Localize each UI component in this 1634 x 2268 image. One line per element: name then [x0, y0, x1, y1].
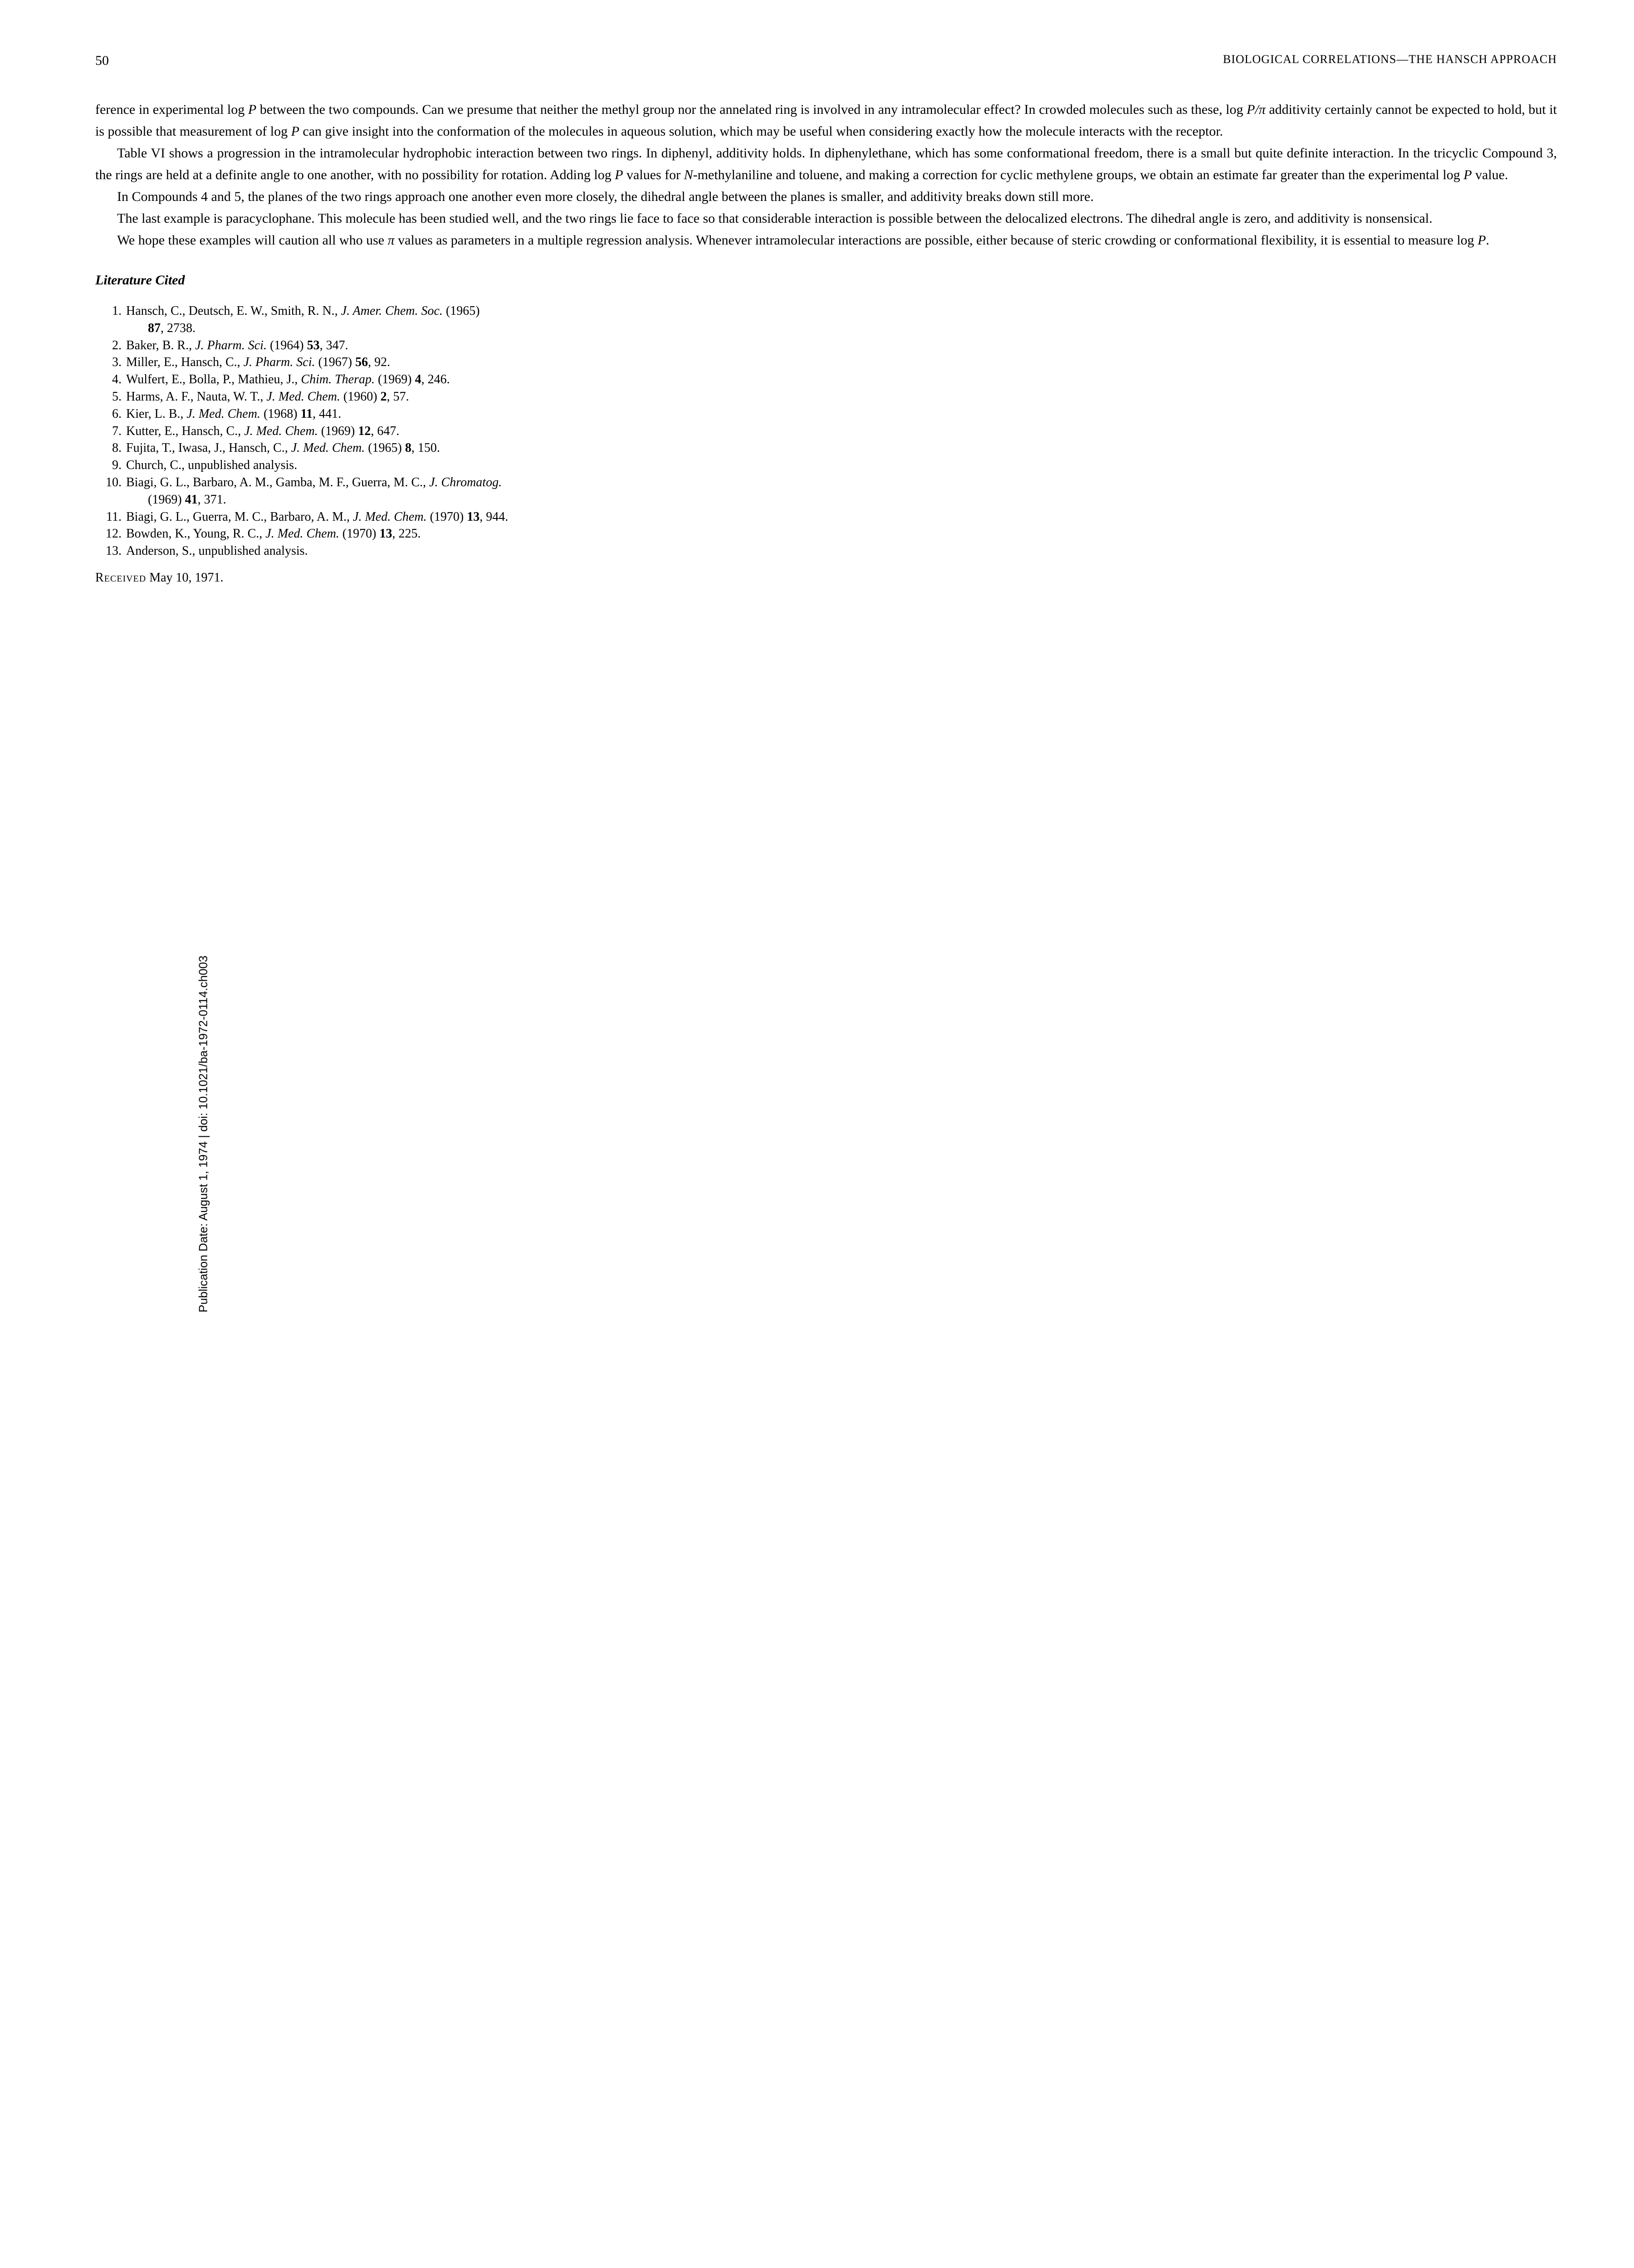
ref-text: , 150. — [411, 441, 440, 455]
ref-text: (1965) — [443, 304, 480, 318]
ref-text: (1969) — [375, 372, 415, 386]
ref-journal: Chim. Therap. — [301, 372, 375, 386]
ref-text: , 944. — [479, 510, 508, 524]
ref-text: Fujita, T., Iwasa, J., Hansch, C., — [126, 441, 291, 455]
page-number: 50 — [95, 50, 109, 72]
ref-vol: 53 — [307, 338, 320, 352]
ref-text: Hansch, C., Deutsch, E. W., Smith, R. N.… — [126, 304, 341, 318]
publication-sidebar: Publication Date: August 1, 1974 | doi: … — [194, 956, 213, 1313]
paragraph-text: values for — [623, 167, 684, 182]
paragraph-text: values as parameters in a multiple regre… — [395, 233, 1478, 248]
ref-vol: 4 — [415, 372, 421, 386]
ref-journal: J. Med. Chem. — [266, 390, 340, 404]
reference-item: Biagi, G. L., Barbaro, A. M., Gamba, M. … — [95, 474, 1557, 508]
ref-vol: 13 — [467, 510, 479, 524]
received-label: Received — [95, 571, 146, 585]
body-paragraph: In Compounds 4 and 5, the planes of the … — [95, 186, 1557, 208]
symbol-p: P — [1477, 233, 1486, 248]
ref-text: , 371. — [198, 493, 226, 507]
ref-vol: 13 — [379, 527, 392, 541]
reference-item: Church, C., unpublished analysis. — [95, 457, 1557, 474]
symbol-p: P — [291, 124, 299, 139]
symbol-p: P — [615, 167, 623, 182]
ref-text: , 441. — [313, 407, 341, 421]
paragraph-text: -methylaniline and toluene, and making a… — [693, 167, 1464, 182]
ref-text: (1965) — [365, 441, 405, 455]
ref-text: , 57. — [387, 390, 409, 404]
reference-item: Anderson, S., unpublished analysis. — [95, 543, 1557, 560]
ref-vol: 2 — [381, 390, 387, 404]
ref-text: (1969) — [318, 424, 358, 438]
ref-text: (1967) — [315, 355, 355, 369]
ref-journal: J. Chromatog. — [429, 475, 502, 489]
paragraph-text: can give insight into the conformation o… — [299, 124, 1223, 139]
ref-journal: J. Pharm. Sci. — [195, 338, 267, 352]
paragraph-text: ference in experimental log — [95, 102, 248, 117]
page-header: 50 BIOLOGICAL CORRELATIONS—THE HANSCH AP… — [95, 50, 1557, 72]
reference-item: Kier, L. B., J. Med. Chem. (1968) 11, 44… — [95, 406, 1557, 423]
reference-item: Harms, A. F., Nauta, W. T., J. Med. Chem… — [95, 388, 1557, 406]
reference-item: Kutter, E., Hansch, C., J. Med. Chem. (1… — [95, 423, 1557, 440]
ref-text: (1969) — [148, 493, 185, 507]
reference-item: Bowden, K., Young, R. C., J. Med. Chem. … — [95, 525, 1557, 543]
ref-vol: 56 — [355, 355, 368, 369]
ref-text: , 246. — [421, 372, 450, 386]
ref-journal: J. Med. Chem. — [244, 424, 318, 438]
reference-item: Miller, E., Hansch, C., J. Pharm. Sci. (… — [95, 354, 1557, 371]
ref-text: Harms, A. F., Nauta, W. T., — [126, 390, 266, 404]
ref-journal: J. Pharm. Sci. — [244, 355, 315, 369]
paragraph-text: We hope these examples will caution all … — [117, 233, 388, 248]
ref-text: , 225. — [392, 527, 421, 541]
reference-list: Hansch, C., Deutsch, E. W., Smith, R. N.… — [95, 303, 1557, 560]
literature-cited-heading: Literature Cited — [95, 269, 1557, 291]
symbol-n: N — [684, 167, 693, 182]
body-paragraph: The last example is paracyclophane. This… — [95, 208, 1557, 230]
ref-text: Miller, E., Hansch, C., — [126, 355, 244, 369]
reference-item: Hansch, C., Deutsch, E. W., Smith, R. N.… — [95, 303, 1557, 337]
running-head: BIOLOGICAL CORRELATIONS—THE HANSCH APPRO… — [1223, 50, 1557, 72]
ref-vol: 87 — [148, 321, 161, 335]
reference-item: Baker, B. R., J. Pharm. Sci. (1964) 53, … — [95, 337, 1557, 354]
ref-text: , 2738. — [161, 321, 196, 335]
ref-text: , 647. — [371, 424, 399, 438]
ref-text: Biagi, G. L., Guerra, M. C., Barbaro, A.… — [126, 510, 353, 524]
ref-vol: 12 — [358, 424, 371, 438]
paragraph-text: value. — [1472, 167, 1508, 182]
body-paragraph: ference in experimental log P between th… — [95, 99, 1557, 142]
ref-text: Baker, B. R., — [126, 338, 195, 352]
symbol-p: P — [1463, 167, 1472, 182]
ref-text: , 347. — [320, 338, 348, 352]
ref-text: Bowden, K., Young, R. C., — [126, 527, 265, 541]
ref-journal: J. Med. Chem. — [353, 510, 427, 524]
ref-journal: J. Med. Chem. — [186, 407, 260, 421]
paragraph-text: between the two compounds. Can we presum… — [256, 102, 1247, 117]
received-line: Received May 10, 1971. — [95, 568, 1557, 588]
reference-item: Fujita, T., Iwasa, J., Hansch, C., J. Me… — [95, 440, 1557, 457]
ref-text: (1968) — [260, 407, 301, 421]
body-paragraph: We hope these examples will caution all … — [95, 230, 1557, 251]
ref-vol: 11 — [301, 407, 313, 421]
ref-journal: J. Med. Chem. — [291, 441, 365, 455]
ref-vol: 41 — [185, 493, 198, 507]
received-date: May 10, 1971. — [146, 571, 223, 585]
ref-text: Kutter, E., Hansch, C., — [126, 424, 244, 438]
ref-text: (1970) — [427, 510, 467, 524]
ref-text: (1960) — [340, 390, 381, 404]
symbol-pi: π — [388, 233, 395, 248]
reference-item: Biagi, G. L., Guerra, M. C., Barbaro, A.… — [95, 508, 1557, 526]
ref-text: Biagi, G. L., Barbaro, A. M., Gamba, M. … — [126, 475, 429, 489]
ref-journal: J. Med. Chem. — [265, 527, 339, 541]
ref-journal: J. Amer. Chem. Soc. — [341, 304, 443, 318]
symbol-p: P — [248, 102, 256, 117]
ref-text: (1970) — [339, 527, 380, 541]
reference-item: Wulfert, E., Bolla, P., Mathieu, J., Chi… — [95, 371, 1557, 388]
symbol-p-over-pi: P/π — [1247, 102, 1266, 117]
ref-text: Kier, L. B., — [126, 407, 186, 421]
ref-text: (1964) — [267, 338, 307, 352]
ref-text: Wulfert, E., Bolla, P., Mathieu, J., — [126, 372, 301, 386]
ref-text: , 92. — [368, 355, 390, 369]
ref-vol: 8 — [405, 441, 411, 455]
body-paragraph: Table VI shows a progression in the intr… — [95, 142, 1557, 186]
paragraph-text: . — [1486, 233, 1490, 248]
